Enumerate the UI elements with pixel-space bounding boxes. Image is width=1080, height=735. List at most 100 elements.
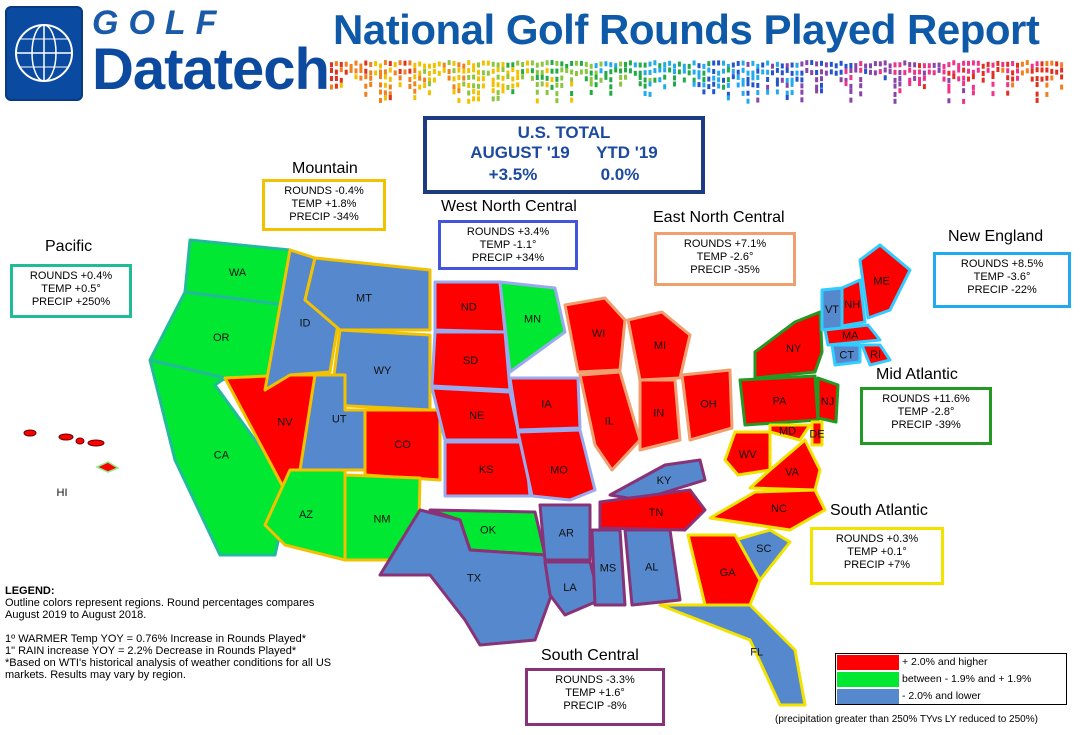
ma-rounds: ROUNDS +11.6% (882, 393, 970, 405)
state-shape-in (638, 378, 682, 452)
region-name-west-north-central: West North Central (441, 198, 577, 215)
color-key: + 2.0% and higher between - 1.9% and + 1… (835, 653, 1067, 705)
state-label-mt: MT (356, 293, 372, 305)
region-box-mid-atlantic: ROUNDS +11.6% TEMP -2.8° PRECIP -39% (860, 387, 992, 445)
state-shape-al (623, 528, 682, 607)
region-mid-atlantic (738, 310, 840, 427)
state-label-ok: OK (480, 524, 497, 536)
state-label-tx: TX (467, 573, 482, 585)
state-label-ct: CT (839, 349, 854, 361)
state-label-co: CO (394, 439, 411, 451)
legend-title: LEGEND: (5, 585, 55, 597)
state-label-me: ME (873, 276, 890, 288)
report-title: National Golf Rounds Played Report (333, 6, 1040, 53)
state-shape-ks (443, 440, 532, 498)
legend-line-1: Outline colors represent regions. Round … (5, 597, 315, 609)
state-shape-me (858, 243, 912, 320)
legend-line-3: 1º WARMER Temp YOY = 0.76% Increase in R… (5, 633, 307, 645)
key-swatch-flat (837, 672, 899, 687)
region-box-west-north-central: ROUNDS +3.4% TEMP -1.1° PRECIP +34% (438, 220, 578, 270)
key-swatch-up (837, 655, 899, 670)
us-total-value-ytd: 0.0% (600, 165, 640, 184)
legend-line-6: markets. Results may vary by region. (5, 669, 186, 681)
region-name-south-atlantic: South Atlantic (830, 502, 928, 519)
region-east-north-central (563, 296, 734, 472)
state-shape-wv (723, 430, 772, 477)
state-label-la: LA (563, 582, 577, 594)
state-shape-mi (626, 310, 692, 382)
mountain-rounds: ROUNDS -0.4% (284, 185, 364, 197)
sc-rounds: ROUNDS -3.3% (555, 674, 635, 686)
state-label-ky: KY (657, 475, 672, 487)
precip-note: (precipitation greater than 250% TYvs LY… (775, 714, 1038, 725)
state-label-az: AZ (299, 509, 313, 521)
logo-golf-text: GOLF (92, 4, 227, 42)
state-label-wy: WY (374, 365, 392, 377)
logo-datatech-text: Datatech (92, 37, 330, 102)
state-label-al: AL (645, 561, 658, 573)
state-label-nm: NM (373, 513, 390, 525)
state-label-ca: CA (214, 449, 230, 461)
state-shape-md (768, 423, 812, 442)
state-label-nv: NV (277, 417, 293, 429)
state-shape-ar (538, 503, 592, 562)
state-shape-mn (498, 280, 567, 374)
us-total-box: U.S. TOTAL AUGUST '19 YTD '19 +3.5% 0.0% (423, 116, 705, 194)
state-label-wv: WV (739, 449, 757, 461)
legend-line-4: 1" RAIN increase YOY = 2.2% Decrease in … (5, 645, 297, 657)
state-shape-il (578, 370, 642, 472)
state-label-wi: WI (592, 328, 605, 340)
state-shape-hi (87, 439, 105, 447)
state-label-mo: MO (550, 465, 568, 477)
state-labels: WA OR CA HI NV ID MT WY UT CO AZ NM ND SD NE KS MN IA MO WI… (57, 267, 890, 659)
state-shape-de (810, 420, 824, 447)
state-shape-hi (23, 429, 37, 437)
state-label-ga: GA (720, 567, 737, 579)
ne-temp: TEMP -3.6° (973, 271, 1031, 283)
enc-precip: PRECIP -35% (690, 264, 760, 276)
legend-line-5: *Based on WTI's historical analysis of w… (5, 657, 332, 669)
region-box-new-england: ROUNDS +8.5% TEMP -3.6° PRECIP -22% (933, 252, 1071, 308)
mountain-precip: PRECIP -34% (289, 211, 359, 223)
us-total-period-ytd: YTD '19 (596, 143, 658, 162)
state-label-sc: SC (756, 543, 771, 555)
region-south-atlantic (658, 420, 827, 707)
state-label-id: ID (300, 317, 311, 329)
state-shape-la (543, 560, 602, 617)
enc-temp: TEMP -2.6° (696, 251, 754, 263)
state-shape-tn (598, 488, 707, 532)
key-label-down: - 2.0% and lower (902, 690, 981, 702)
us-total-value-august: +3.5% (488, 165, 538, 184)
pacific-rounds: ROUNDS +0.4% (29, 270, 113, 282)
state-shape-ct (830, 343, 862, 367)
state-shape-hi (75, 437, 85, 445)
sa-temp: TEMP +0.1° (847, 546, 907, 558)
globe-logo-icon (5, 6, 83, 101)
state-label-ks: KS (479, 464, 494, 476)
hawaii-islands (23, 429, 120, 473)
state-shape-hi (95, 461, 120, 473)
state-label-nc: NC (771, 503, 787, 515)
state-shape-az (263, 468, 347, 562)
state-label-ia: IA (541, 399, 552, 411)
state-label-il: IL (605, 415, 614, 427)
state-label-hi: HI (57, 487, 68, 499)
sa-precip: PRECIP +7% (843, 559, 911, 571)
key-row-down: - 2.0% and lower (836, 688, 1066, 705)
region-name-east-north-central: East North Central (653, 209, 785, 226)
state-shape-nc (708, 488, 827, 532)
state-shape-co (363, 408, 442, 482)
region-box-south-central: ROUNDS -3.3% TEMP +1.6° PRECIP -8% (525, 668, 665, 726)
ma-precip: PRECIP -39% (891, 419, 961, 431)
state-label-ma: MA (842, 330, 859, 342)
state-label-ri: RI (870, 349, 881, 361)
state-shape-wi (563, 296, 627, 374)
ne-precip: PRECIP -22% (967, 284, 1037, 296)
state-shape-hi (58, 433, 74, 441)
state-label-ny: NY (786, 343, 802, 355)
state-label-pa: PA (773, 395, 788, 407)
state-label-sd: SD (463, 355, 478, 367)
state-shape-tx (378, 508, 557, 647)
mountain-temp: TEMP +1.8% (291, 198, 357, 210)
